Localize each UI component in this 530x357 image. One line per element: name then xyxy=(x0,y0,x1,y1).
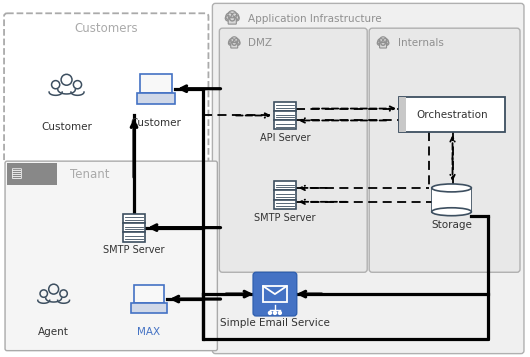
Text: SMTP Server: SMTP Server xyxy=(254,213,315,223)
FancyBboxPatch shape xyxy=(274,181,296,190)
FancyBboxPatch shape xyxy=(274,120,296,129)
Text: Customer: Customer xyxy=(130,119,181,129)
FancyBboxPatch shape xyxy=(253,272,297,316)
Text: Customers: Customers xyxy=(74,22,138,35)
Text: DMZ: DMZ xyxy=(248,38,272,48)
FancyBboxPatch shape xyxy=(134,285,164,303)
FancyBboxPatch shape xyxy=(219,28,367,272)
FancyBboxPatch shape xyxy=(123,232,145,241)
FancyBboxPatch shape xyxy=(274,200,296,209)
Text: Simple Email Service: Simple Email Service xyxy=(220,318,330,328)
Circle shape xyxy=(229,39,235,45)
Circle shape xyxy=(228,41,233,45)
FancyBboxPatch shape xyxy=(399,97,406,132)
Circle shape xyxy=(384,41,389,45)
FancyBboxPatch shape xyxy=(137,93,175,104)
FancyBboxPatch shape xyxy=(7,163,57,185)
FancyBboxPatch shape xyxy=(5,161,217,351)
FancyBboxPatch shape xyxy=(274,111,296,120)
Text: Orchestration: Orchestration xyxy=(417,110,488,120)
Text: Customer: Customer xyxy=(41,122,92,132)
Circle shape xyxy=(231,13,239,20)
FancyBboxPatch shape xyxy=(274,190,296,200)
Text: ▤: ▤ xyxy=(11,167,23,181)
Circle shape xyxy=(378,39,384,45)
FancyBboxPatch shape xyxy=(140,74,172,93)
FancyBboxPatch shape xyxy=(123,214,145,223)
Circle shape xyxy=(231,37,238,44)
Circle shape xyxy=(379,37,387,44)
Circle shape xyxy=(225,16,231,21)
Circle shape xyxy=(278,311,281,315)
FancyBboxPatch shape xyxy=(123,223,145,232)
Text: API Server: API Server xyxy=(260,134,310,144)
FancyBboxPatch shape xyxy=(131,303,167,313)
Circle shape xyxy=(228,11,236,19)
Circle shape xyxy=(269,311,271,315)
Circle shape xyxy=(234,16,239,21)
FancyBboxPatch shape xyxy=(432,188,471,212)
Text: Storage: Storage xyxy=(431,220,472,230)
Circle shape xyxy=(233,39,240,45)
FancyBboxPatch shape xyxy=(379,42,386,48)
Text: Application Infrastructure: Application Infrastructure xyxy=(248,14,382,24)
Text: SMTP Server: SMTP Server xyxy=(103,246,165,256)
FancyBboxPatch shape xyxy=(213,3,524,354)
Text: Internals: Internals xyxy=(398,38,444,48)
FancyBboxPatch shape xyxy=(4,13,208,163)
FancyBboxPatch shape xyxy=(399,97,505,132)
Text: Tenant: Tenant xyxy=(69,167,109,181)
FancyBboxPatch shape xyxy=(228,18,236,24)
Text: Agent: Agent xyxy=(38,327,69,337)
Circle shape xyxy=(226,13,233,20)
Circle shape xyxy=(235,41,240,45)
Text: MAX: MAX xyxy=(137,327,161,337)
Circle shape xyxy=(273,311,277,315)
Ellipse shape xyxy=(432,208,471,216)
FancyBboxPatch shape xyxy=(369,28,520,272)
FancyBboxPatch shape xyxy=(274,102,296,111)
Circle shape xyxy=(377,41,382,45)
FancyBboxPatch shape xyxy=(231,42,238,48)
Circle shape xyxy=(382,39,388,45)
Ellipse shape xyxy=(432,184,471,192)
